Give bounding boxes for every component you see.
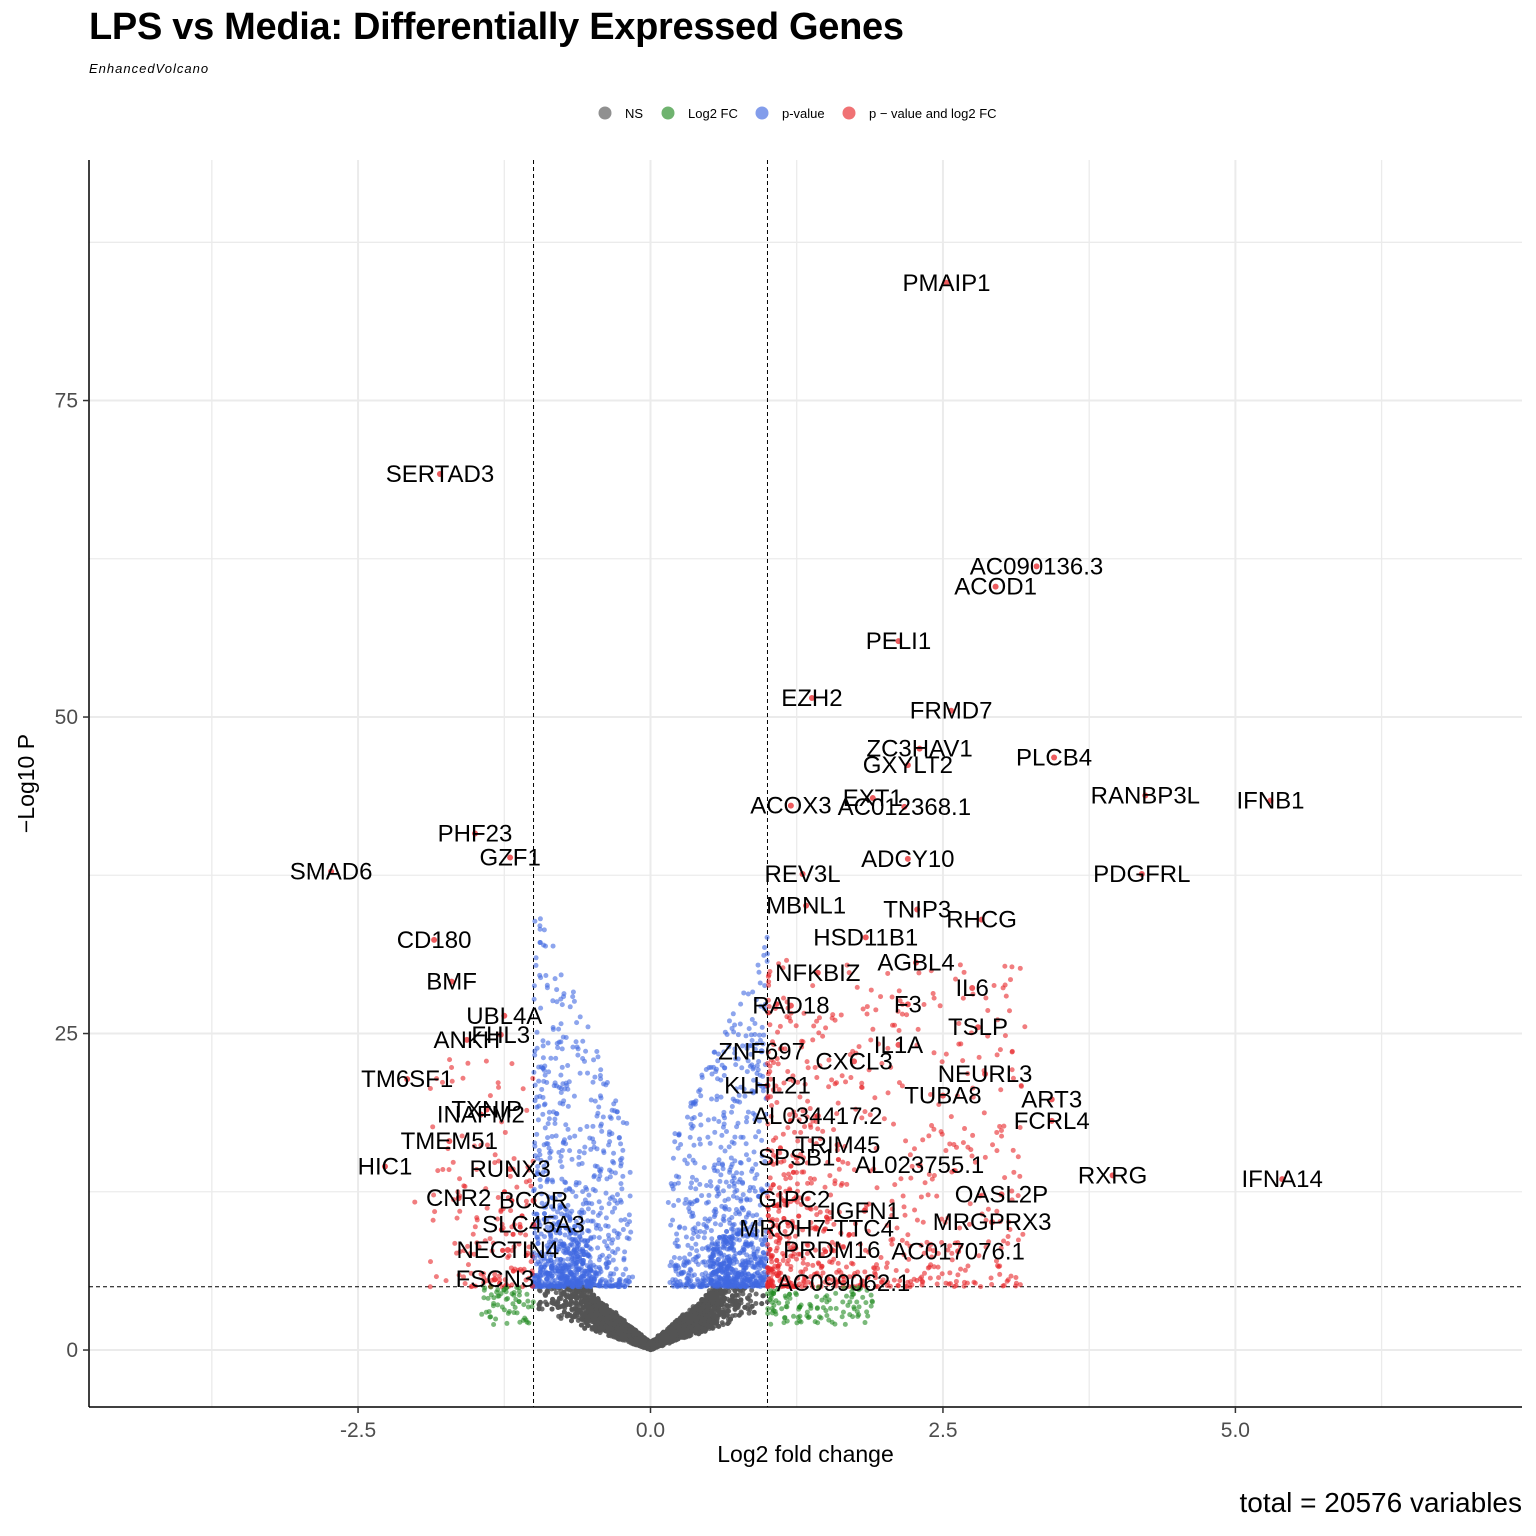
data-point [725, 1313, 731, 1319]
data-point [578, 1322, 584, 1328]
data-point [560, 1303, 566, 1309]
data-point [736, 1312, 742, 1318]
data-point [718, 1291, 724, 1297]
data-point [583, 1303, 589, 1309]
data-point [544, 1302, 550, 1308]
data-point [555, 1304, 561, 1310]
data-point [502, 1277, 508, 1283]
data-point [753, 1291, 759, 1297]
data-point [542, 1292, 548, 1298]
data-point [782, 1229, 788, 1235]
data-point [526, 1244, 532, 1250]
data-point [538, 1183, 544, 1189]
data-point [516, 1241, 522, 1247]
data-point [511, 1156, 517, 1162]
data-point [781, 1172, 787, 1178]
data-point [701, 1326, 707, 1332]
data-point [507, 1173, 513, 1179]
data-point [528, 1183, 534, 1189]
data-point [579, 1316, 585, 1322]
chart-caption: total = 20576 variables [1239, 1487, 1522, 1518]
data-point [503, 1231, 509, 1237]
data-point [765, 1291, 771, 1297]
data-point [785, 1240, 791, 1246]
data-point [505, 1195, 511, 1201]
data-point [561, 1289, 567, 1295]
data-point [700, 1297, 706, 1303]
data-point [524, 1291, 530, 1297]
data-point [732, 1312, 738, 1318]
data-point [795, 1188, 801, 1194]
data-points [328, 279, 1286, 1353]
data-point [751, 1309, 757, 1315]
data-point [749, 1287, 755, 1293]
data-point [517, 1230, 523, 1236]
data-point [740, 1291, 746, 1297]
data-point [808, 1180, 814, 1186]
data-point [555, 1299, 561, 1305]
data-point [749, 1303, 755, 1309]
data-point [746, 1310, 752, 1316]
data-point [725, 1303, 731, 1309]
data-point [569, 1306, 575, 1312]
data-point [523, 1232, 529, 1238]
chart-subtitle: EnhancedVolcano [89, 61, 210, 76]
data-point [550, 1296, 556, 1302]
data-point [573, 1230, 579, 1236]
data-point [508, 1208, 514, 1214]
data-point [556, 1313, 562, 1319]
data-point [724, 1229, 730, 1235]
data-point [680, 1315, 686, 1321]
data-point [549, 1306, 555, 1312]
data-point [742, 1304, 748, 1310]
data-point [606, 1333, 612, 1339]
data-point [561, 1309, 567, 1315]
data-point [786, 1234, 792, 1240]
data-point [552, 1244, 558, 1250]
data-point [749, 1240, 755, 1246]
chart-title: LPS vs Media: Differentially Expressed G… [89, 6, 904, 48]
data-point [412, 1199, 418, 1205]
data-point [581, 1289, 587, 1295]
data-point [757, 1266, 763, 1272]
data-point [722, 1295, 728, 1301]
data-point [807, 1138, 813, 1144]
data-point [745, 1296, 751, 1302]
data-point [525, 1304, 531, 1310]
data-point [759, 1241, 765, 1247]
data-point [557, 1192, 563, 1198]
data-point [567, 1295, 573, 1301]
data-point [553, 1290, 559, 1296]
data-point [581, 1293, 587, 1299]
data-point [711, 1319, 717, 1325]
data-point [537, 1299, 543, 1305]
data-point [727, 1316, 733, 1322]
data-point [573, 1300, 579, 1306]
data-point [721, 1310, 727, 1316]
data-point [727, 1298, 733, 1304]
data-point [703, 1293, 709, 1299]
data-point [521, 1302, 527, 1308]
data-point [720, 1322, 726, 1328]
data-point [725, 1321, 731, 1327]
data-point [753, 1300, 759, 1306]
data-point [760, 1293, 766, 1299]
